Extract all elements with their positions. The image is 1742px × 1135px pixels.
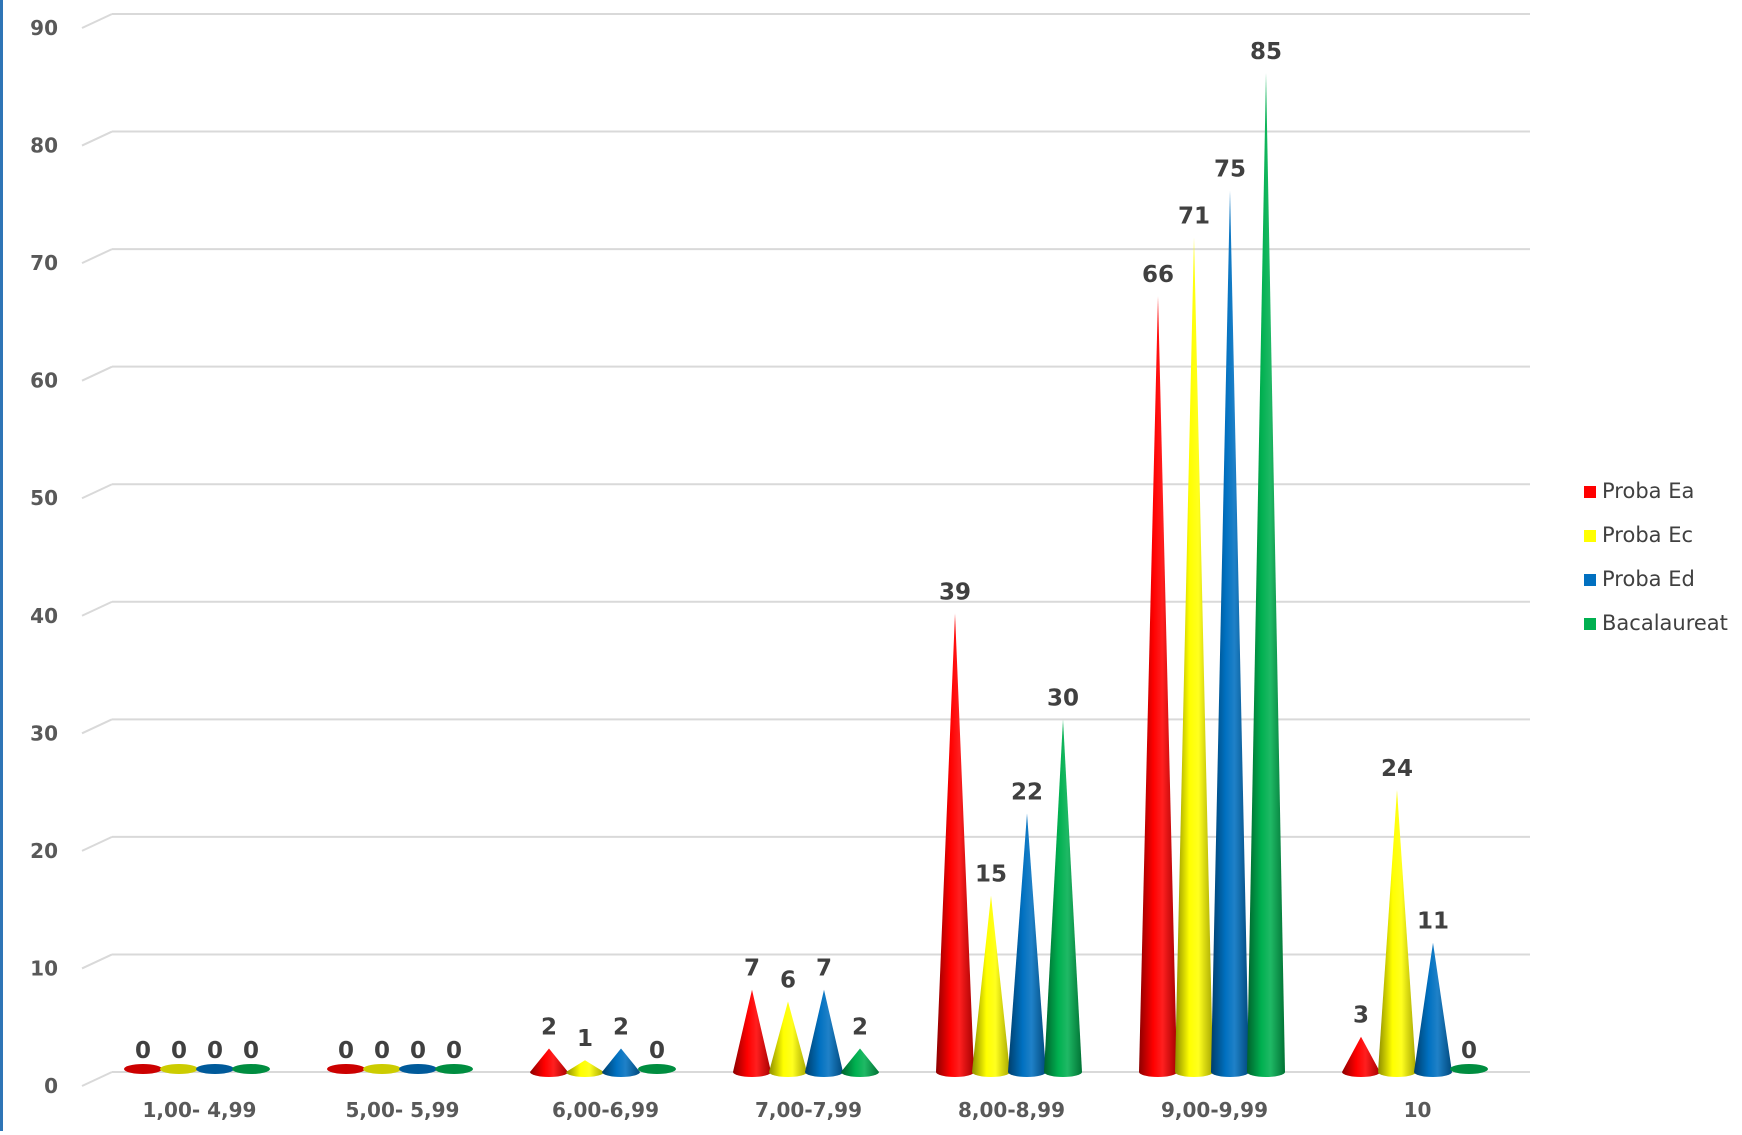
data-label: 6 <box>780 967 796 993</box>
y-axis: 0 10 20 30 40 50 60 70 80 90 <box>30 16 58 1098</box>
data-label: 30 <box>1047 685 1079 711</box>
data-label: 1 <box>577 1026 593 1052</box>
legend: Proba Ea Proba Ec Proba Ed Bacalaureat <box>1584 479 1728 635</box>
cone-proba-ed-6 <box>1414 942 1452 1077</box>
data-label: 24 <box>1381 756 1413 782</box>
cone-proba-ec-2 <box>566 1060 604 1077</box>
legend-swatch <box>1584 618 1596 630</box>
cone-proba-ec-3 <box>769 1001 807 1077</box>
data-label: 3 <box>1353 1003 1369 1029</box>
cone-bacalaureat-3 <box>841 1048 879 1077</box>
cone-proba-ec-0 <box>160 1064 198 1074</box>
data-label: 0 <box>649 1038 665 1064</box>
cone-bacalaureat-4 <box>1044 719 1082 1077</box>
cone-proba-ea-4 <box>936 613 974 1077</box>
y-tick-label: 30 <box>30 721 58 745</box>
cone-proba-ed-5 <box>1211 190 1249 1077</box>
y-tick-label: 60 <box>30 369 58 393</box>
cone-proba-ea-6 <box>1342 1036 1380 1077</box>
data-label: 75 <box>1214 156 1246 182</box>
legend-label: Proba Ea <box>1602 479 1694 503</box>
x-tick-label: 8,00-8,99 <box>958 1098 1065 1122</box>
data-label: 7 <box>744 956 760 982</box>
cone-proba-ed-0 <box>196 1064 234 1074</box>
cone-proba-ea-1 <box>327 1064 365 1074</box>
y-tick-label: 50 <box>30 486 58 510</box>
data-label: 71 <box>1178 203 1210 229</box>
data-label: 0 <box>374 1038 390 1064</box>
x-axis: 1,00- 4,99 5,00- 5,99 6,00-6,99 7,00-7,99 8,… <box>143 1098 1432 1122</box>
x-tick-label: 7,00-7,99 <box>755 1098 862 1122</box>
y-tick-label: 70 <box>30 251 58 275</box>
plot-area <box>124 72 1488 1078</box>
cone-proba-ed-3 <box>805 989 843 1077</box>
data-label: 0 <box>135 1038 151 1064</box>
cone-proba-ea-5 <box>1139 296 1177 1078</box>
data-label: 2 <box>852 1014 868 1040</box>
chart-left-border <box>0 0 3 1131</box>
cone-proba-ec-1 <box>363 1064 401 1074</box>
x-tick-label: 6,00-6,99 <box>552 1098 659 1122</box>
cone-bacalaureat-2 <box>638 1064 676 1074</box>
cone-bacalaureat-6 <box>1450 1064 1488 1074</box>
data-label: 66 <box>1142 262 1174 288</box>
y-tick-label: 20 <box>30 839 58 863</box>
legend-label: Bacalaureat <box>1602 611 1728 635</box>
data-label: 0 <box>207 1038 223 1064</box>
y-tick-label: 10 <box>30 956 58 980</box>
data-label: 85 <box>1250 39 1282 65</box>
cone-proba-ea-3 <box>733 989 771 1077</box>
cone-proba-ed-1 <box>399 1064 437 1074</box>
data-label: 0 <box>446 1038 462 1064</box>
y-tick-label: 40 <box>30 604 58 628</box>
legend-label: Proba Ed <box>1602 567 1695 591</box>
x-tick-label: 1,00- 4,99 <box>143 1098 257 1122</box>
data-label: 7 <box>816 956 832 982</box>
data-label: 2 <box>541 1014 557 1040</box>
legend-swatch <box>1584 486 1596 498</box>
y-tick-label: 0 <box>44 1074 58 1098</box>
data-label: 15 <box>975 862 1007 888</box>
data-label: 22 <box>1011 779 1043 805</box>
x-tick-label: 5,00- 5,99 <box>346 1098 460 1122</box>
cone-proba-ec-4 <box>972 895 1010 1077</box>
data-label: 39 <box>939 580 971 606</box>
x-tick-label: 10 <box>1404 1098 1432 1122</box>
data-label: 2 <box>613 1014 629 1040</box>
data-label: 11 <box>1417 909 1449 935</box>
cone-proba-ed-2 <box>602 1048 640 1077</box>
cone-proba-ec-6 <box>1378 789 1416 1077</box>
cone-bacalaureat-1 <box>435 1064 473 1074</box>
legend-label: Proba Ec <box>1602 523 1693 547</box>
legend-swatch <box>1584 574 1596 586</box>
data-label: 0 <box>410 1038 426 1064</box>
data-label: 0 <box>243 1038 259 1064</box>
y-tick-label: 90 <box>30 16 58 40</box>
cone-proba-ea-0 <box>124 1064 162 1074</box>
legend-swatch <box>1584 530 1596 542</box>
cone-bacalaureat-0 <box>232 1064 270 1074</box>
data-label: 0 <box>1461 1038 1477 1064</box>
x-tick-label: 9,00-9,99 <box>1161 1098 1268 1122</box>
data-label: 0 <box>338 1038 354 1064</box>
data-label: 0 <box>171 1038 187 1064</box>
cone-proba-ea-2 <box>530 1048 568 1077</box>
cone-proba-ed-4 <box>1008 813 1046 1077</box>
cone-bacalaureat-5 <box>1247 72 1285 1078</box>
y-tick-label: 80 <box>30 134 58 158</box>
cone-proba-ec-5 <box>1175 237 1213 1077</box>
gridlines <box>81 13 1530 1087</box>
